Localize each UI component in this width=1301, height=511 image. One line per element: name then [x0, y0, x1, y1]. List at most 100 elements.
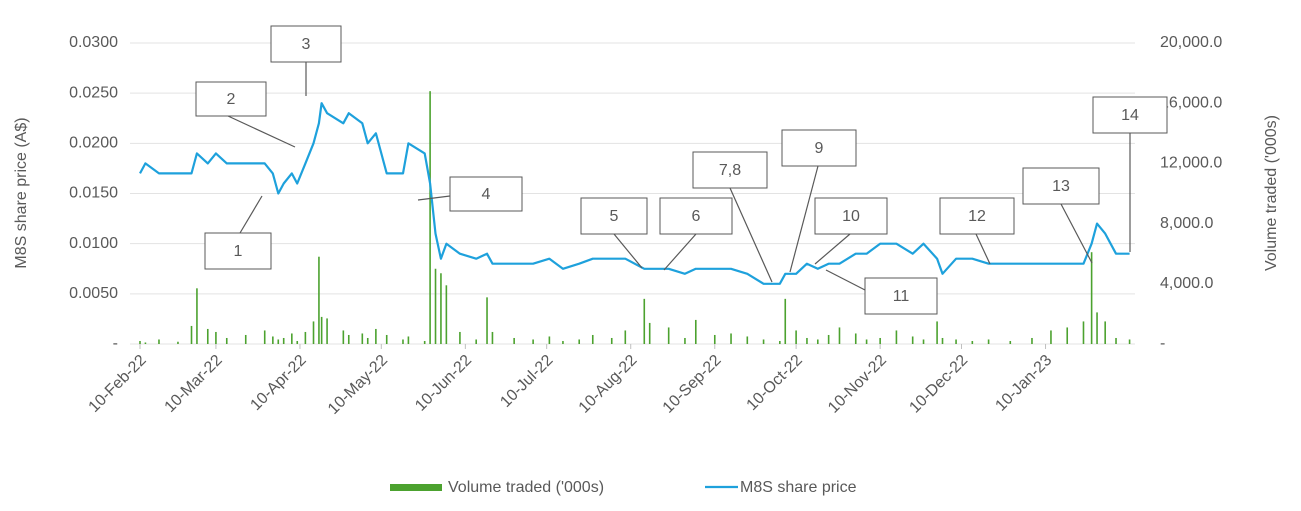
callout-box	[195, 81, 267, 117]
volume-bar	[225, 337, 228, 344]
volume-bar	[215, 331, 217, 344]
volume-bar	[1009, 340, 1012, 344]
volume-bar	[513, 337, 515, 344]
volume-bar	[440, 273, 442, 344]
x-tick-label: 10-Jul-22	[497, 352, 556, 411]
y2-tick-label: 16,000.0	[1160, 94, 1222, 111]
volume-bar	[816, 339, 819, 344]
volume-bar	[746, 336, 749, 344]
volume-bar	[713, 334, 716, 344]
callout-box	[270, 25, 342, 63]
volume-bar	[385, 334, 388, 344]
volume-bar	[434, 268, 437, 344]
volume-bar	[1082, 321, 1085, 344]
volume-bar	[987, 339, 990, 344]
volume-bar	[304, 331, 307, 344]
y-tick-label: 0.0100	[69, 235, 118, 252]
callout-leader	[814, 233, 851, 265]
volume-bar	[532, 339, 534, 344]
legend-label: Volume traded ('000s)	[448, 479, 604, 496]
volume-bar	[936, 321, 938, 344]
callout-leader	[975, 233, 991, 265]
y-axis-title: M8S share price (A$)	[13, 117, 30, 268]
x-tick-label: 10-Mar-22	[162, 352, 226, 416]
volume-bar	[1096, 312, 1098, 344]
volume-bar	[784, 298, 787, 344]
y2-tick-label: 4,000.0	[1160, 275, 1213, 292]
y2-tick-label: 8,000.0	[1160, 215, 1213, 232]
callout-box	[692, 151, 768, 189]
y-tick-label: 0.0300	[69, 34, 118, 51]
volume-bar	[272, 336, 274, 344]
x-tick-label: 10-Oct-22	[744, 352, 806, 414]
callout-leader	[417, 195, 451, 201]
volume-bar	[318, 256, 320, 344]
volume-bar	[730, 333, 732, 344]
volume-bar	[475, 339, 477, 344]
callout-box	[781, 129, 857, 167]
volume-bar	[282, 337, 285, 344]
y2-tick-label: -	[1160, 335, 1165, 352]
volume-bar	[1128, 339, 1131, 344]
volume-bar	[1050, 330, 1052, 344]
volume-bar	[196, 288, 198, 344]
x-tick-label: 10-Aug-22	[576, 352, 641, 417]
volume-bar	[144, 342, 147, 344]
volume-bar	[779, 340, 781, 344]
callout-label: 13	[1052, 178, 1070, 195]
volume-bar	[879, 337, 881, 344]
volume-bar	[667, 327, 670, 344]
volume-bar	[158, 339, 160, 344]
legend-swatch	[390, 484, 442, 491]
volume-bar	[854, 333, 857, 344]
y2-axis-title: Volume traded ('000s)	[1263, 115, 1280, 271]
callout-box	[449, 176, 523, 212]
callout-box	[814, 197, 888, 235]
y-tick-label: -	[113, 335, 118, 352]
volume-bar	[491, 331, 494, 344]
volume-bar	[806, 337, 808, 344]
callout-label: 9	[815, 140, 824, 157]
x-tick-label: 10-May-22	[325, 352, 391, 418]
volume-bar	[177, 341, 179, 344]
callout-label: 2	[227, 91, 236, 108]
volume-bar	[263, 330, 266, 344]
volume-bar	[578, 339, 581, 344]
volume-bar	[684, 337, 686, 344]
volume-bar	[402, 339, 404, 344]
callout-box	[204, 232, 272, 270]
volume-bar	[648, 322, 651, 344]
callout-leader	[239, 195, 263, 234]
x-tick-label: 10-Feb-22	[86, 352, 150, 416]
volume-bar	[548, 336, 551, 344]
volume-bar	[922, 339, 925, 344]
volume-bar	[445, 285, 448, 344]
volume-bar	[361, 333, 364, 344]
callout-label: 10	[842, 208, 860, 225]
volume-bar	[1031, 337, 1033, 344]
callout-label: 11	[893, 288, 910, 305]
volume-bar	[1115, 337, 1117, 344]
x-tick-label: 10-Nov-22	[825, 352, 890, 417]
volume-bar	[838, 327, 841, 344]
volume-bar	[429, 91, 431, 344]
callout-label: 1	[234, 243, 243, 260]
y-tick-label: 0.0250	[69, 84, 118, 101]
callout-label: 12	[968, 208, 986, 225]
volume-bar	[827, 334, 830, 344]
volume-bar	[795, 330, 797, 344]
callout-label: 7,8	[719, 162, 741, 179]
callout-box	[939, 197, 1015, 235]
volume-bar	[347, 334, 350, 344]
callout-leader	[613, 233, 643, 269]
volume-bar	[342, 330, 345, 344]
volume-bar	[459, 331, 461, 344]
volume-bar	[326, 318, 328, 344]
y2-tick-label: 12,000.0	[1160, 155, 1222, 172]
volume-bar	[1066, 327, 1069, 344]
volume-bar	[375, 328, 377, 344]
volume-bar	[624, 330, 627, 344]
volume-bar	[610, 337, 613, 344]
volume-bar	[762, 339, 765, 344]
